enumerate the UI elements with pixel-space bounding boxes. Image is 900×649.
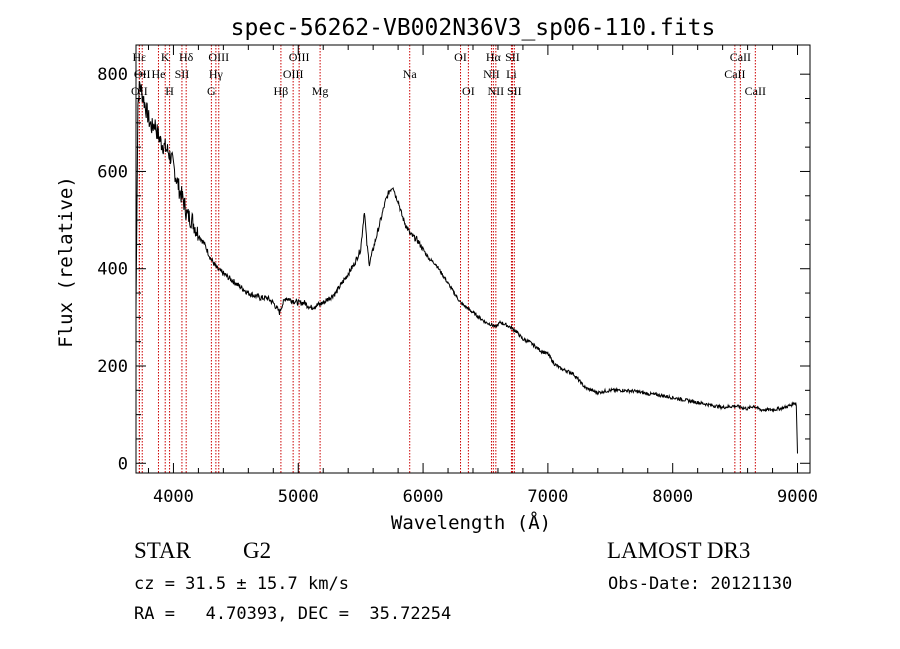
marker-label-23: OI xyxy=(462,84,475,98)
marker-label-19: H xyxy=(165,84,174,98)
object-subclass: G2 xyxy=(243,538,272,563)
y-tick-label-0: 0 xyxy=(118,454,128,474)
marker-label-8: CaII xyxy=(730,50,751,64)
y-tick-label-600: 600 xyxy=(97,162,128,182)
object-class: STAR xyxy=(134,538,191,563)
marker-label-12: Hγ xyxy=(209,67,224,81)
marker-label-17: CaII xyxy=(724,67,745,81)
chart-title: spec-56262-VB002N36V3_sp06-110.fits xyxy=(231,15,716,41)
marker-label-13: OIII xyxy=(283,67,304,81)
x-tick-label-6000: 6000 xyxy=(403,487,444,507)
marker-label-5: OI xyxy=(454,50,467,64)
y-axis-ticks: 0 200 400 600 800 xyxy=(97,65,810,474)
marker-label-6: Hα xyxy=(486,50,502,64)
marker-label-22: Mg xyxy=(312,84,329,98)
marker-label-11: SII xyxy=(175,67,190,81)
redshift-cz: cz = 31.5 ± 15.7 km/s xyxy=(134,574,349,594)
marker-label-0: Hε xyxy=(133,50,147,64)
x-tick-label-5000: 5000 xyxy=(278,487,319,507)
marker-label-21: Hβ xyxy=(274,84,289,98)
observation-date: Obs-Date: 20121130 xyxy=(608,574,793,594)
survey-name: LAMOST DR3 xyxy=(607,538,751,563)
x-axis-label: Wavelength (Å) xyxy=(391,511,551,534)
x-axis-ticks: 4000 5000 6000 7000 8000 9000 xyxy=(147,45,818,507)
marker-label-26: CaII xyxy=(745,84,766,98)
x-tick-label-7000: 7000 xyxy=(527,487,568,507)
marker-label-10: He xyxy=(151,67,165,81)
marker-label-24: NII xyxy=(488,84,505,98)
ra-dec: RA = 4.70393, DEC = 35.72254 xyxy=(134,604,452,624)
marker-label-2: Hδ xyxy=(179,50,194,64)
flux-series-line xyxy=(135,81,798,454)
marker-label-25: SII xyxy=(507,84,522,98)
y-tick-label-800: 800 xyxy=(97,65,128,85)
marker-label-7: SII xyxy=(505,50,520,64)
marker-label-15: NII xyxy=(483,67,500,81)
y-tick-label-200: 200 xyxy=(97,357,128,377)
y-tick-label-400: 400 xyxy=(97,260,128,280)
x-tick-label-8000: 8000 xyxy=(652,487,693,507)
marker-label-16: Li xyxy=(506,67,517,81)
marker-label-3: OIII xyxy=(208,50,229,64)
x-tick-label-4000: 4000 xyxy=(153,487,194,507)
marker-label-4: OIII xyxy=(289,50,310,64)
marker-label-14: Na xyxy=(403,67,418,81)
y-axis-label: Flux (relative) xyxy=(55,176,77,348)
x-tick-label-9000: 9000 xyxy=(777,487,818,507)
spectral-line-markers xyxy=(138,45,756,473)
marker-label-1: K xyxy=(161,50,170,64)
plot-frame xyxy=(135,44,811,474)
marker-label-20: G xyxy=(207,84,216,98)
